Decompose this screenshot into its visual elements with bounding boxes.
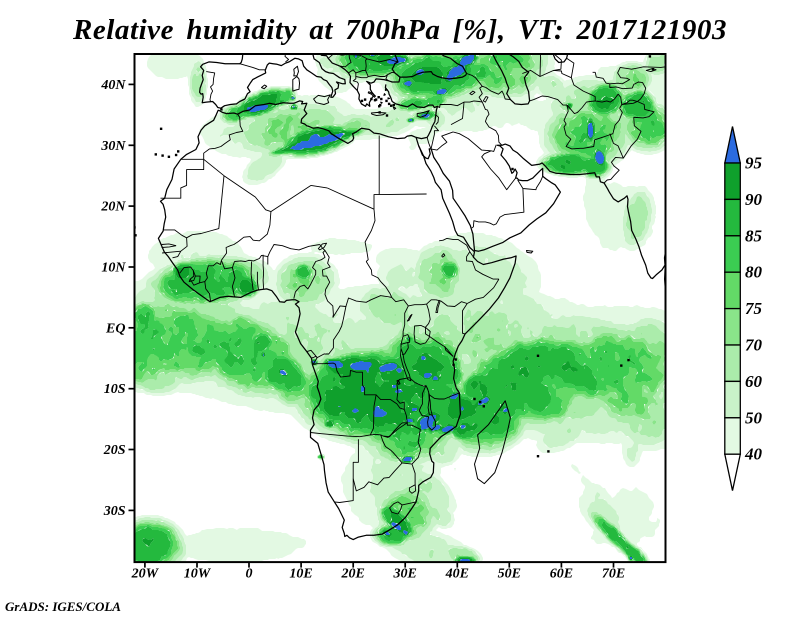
svg-text:EQ: EQ xyxy=(105,321,125,336)
svg-text:60: 60 xyxy=(745,372,763,391)
svg-text:80: 80 xyxy=(745,263,763,282)
svg-text:10S: 10S xyxy=(104,382,126,397)
svg-text:40: 40 xyxy=(744,445,763,464)
svg-text:40E: 40E xyxy=(445,567,469,582)
svg-text:40N: 40N xyxy=(100,78,126,93)
svg-text:20E: 20E xyxy=(341,567,365,582)
svg-text:85: 85 xyxy=(745,226,763,245)
svg-text:0: 0 xyxy=(246,567,253,582)
svg-text:75: 75 xyxy=(745,299,763,318)
svg-text:10N: 10N xyxy=(101,261,126,276)
svg-text:30S: 30S xyxy=(103,504,126,519)
svg-text:70E: 70E xyxy=(602,567,625,582)
svg-text:90: 90 xyxy=(745,190,763,209)
svg-text:30N: 30N xyxy=(100,139,126,154)
svg-text:GrADS: IGES/COLA: GrADS: IGES/COLA xyxy=(5,599,121,614)
svg-text:20W: 20W xyxy=(131,567,160,582)
svg-text:50E: 50E xyxy=(498,567,521,582)
svg-text:20N: 20N xyxy=(100,200,126,215)
svg-text:50: 50 xyxy=(745,408,763,427)
svg-text:20S: 20S xyxy=(103,443,126,458)
svg-text:60E: 60E xyxy=(550,567,573,582)
svg-text:95: 95 xyxy=(745,154,763,173)
svg-text:Relative humidity at 700hPa [%: Relative humidity at 700hPa [%], VT: 201… xyxy=(72,14,727,46)
svg-text:30E: 30E xyxy=(393,567,417,582)
svg-text:70: 70 xyxy=(745,336,763,355)
svg-text:10W: 10W xyxy=(184,567,212,582)
svg-text:10E: 10E xyxy=(289,567,312,582)
